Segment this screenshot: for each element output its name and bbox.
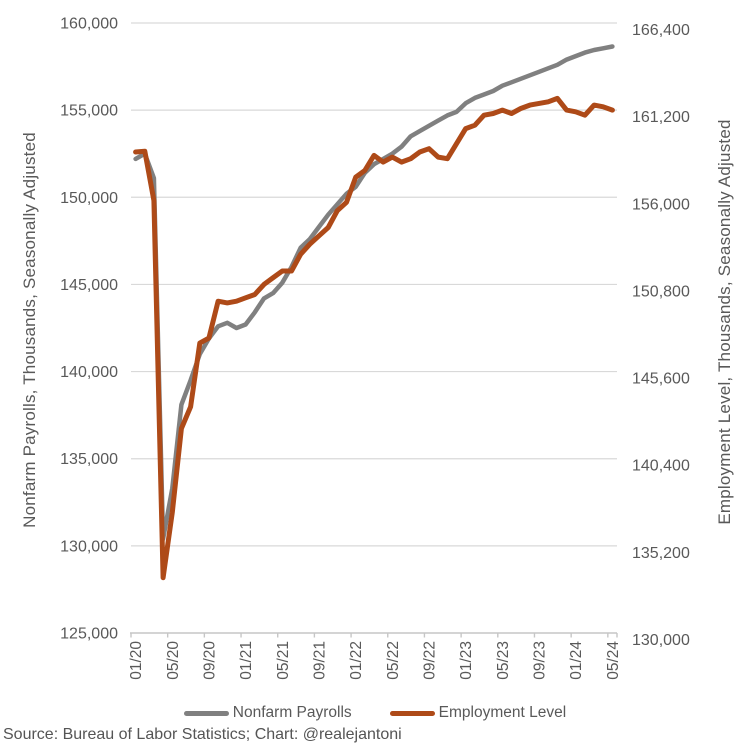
y-left-tick-label: 130,000 bbox=[60, 538, 118, 555]
y-left-tick-label: 125,000 bbox=[60, 626, 118, 643]
legend-label-nonfarm-payrolls: Nonfarm Payrolls bbox=[232, 704, 352, 721]
x-tick-label: 01/22 bbox=[348, 641, 365, 680]
legend: Nonfarm Payrolls Employment Level bbox=[0, 701, 750, 725]
left-axis-title: Nonfarm Payrolls, Thousands, Seasonally … bbox=[20, 132, 39, 528]
y-left-tick-label: 160,000 bbox=[60, 16, 118, 33]
legend-item-employment-level[interactable]: Employment Level bbox=[389, 704, 567, 722]
source-caption: Source: Bureau of Labor Statistics; Char… bbox=[3, 726, 402, 743]
y-left-tick-label: 150,000 bbox=[60, 190, 118, 207]
nonfarm-payrolls-line bbox=[133, 44, 615, 542]
y-right-tick-label: 145,600 bbox=[632, 371, 690, 388]
nonfarm-payrolls-line-swatch bbox=[183, 710, 229, 716]
y-right-tick-label: 156,000 bbox=[632, 196, 690, 213]
legend-item-nonfarm-payrolls[interactable]: Nonfarm Payrolls bbox=[183, 704, 352, 722]
x-tick-label: 09/21 bbox=[311, 641, 328, 680]
y-left-tick-label: 140,000 bbox=[60, 364, 118, 381]
employment-level-line bbox=[133, 95, 615, 581]
y-right-tick-label: 150,800 bbox=[632, 283, 690, 300]
x-tick-label: 01/23 bbox=[458, 641, 475, 680]
x-tick-label: 05/20 bbox=[165, 641, 182, 680]
x-tick-label: 09/20 bbox=[201, 641, 218, 680]
y-left-tick-label: 155,000 bbox=[60, 103, 118, 120]
y-right-tick-label: 166,400 bbox=[632, 22, 690, 39]
y-left-tick-label: 135,000 bbox=[60, 451, 118, 468]
right-axis-title: Employment Level, Thousands, Seasonally … bbox=[715, 119, 734, 525]
y-right-tick-label: 161,200 bbox=[632, 109, 690, 126]
x-tick-label: 01/24 bbox=[568, 641, 585, 680]
x-tick-label: 05/23 bbox=[495, 641, 512, 680]
y-right-tick-label: 140,400 bbox=[632, 458, 690, 475]
x-tick-label: 09/22 bbox=[422, 641, 439, 680]
employment-level-line-swatch bbox=[389, 710, 435, 716]
y-right-tick-label: 135,200 bbox=[632, 545, 690, 562]
y-left-tick-label: 145,000 bbox=[60, 277, 118, 294]
x-tick-label: 01/20 bbox=[128, 641, 145, 680]
y-right-tick-label: 130,000 bbox=[632, 632, 690, 649]
legend-label-employment-level: Employment Level bbox=[438, 704, 567, 721]
x-tick-label: 09/23 bbox=[532, 641, 549, 680]
x-tick-label: 01/21 bbox=[238, 641, 255, 680]
x-tick-label: 05/24 bbox=[605, 641, 622, 680]
x-tick-label: 05/21 bbox=[275, 641, 292, 680]
x-tick-label: 05/22 bbox=[385, 641, 402, 680]
